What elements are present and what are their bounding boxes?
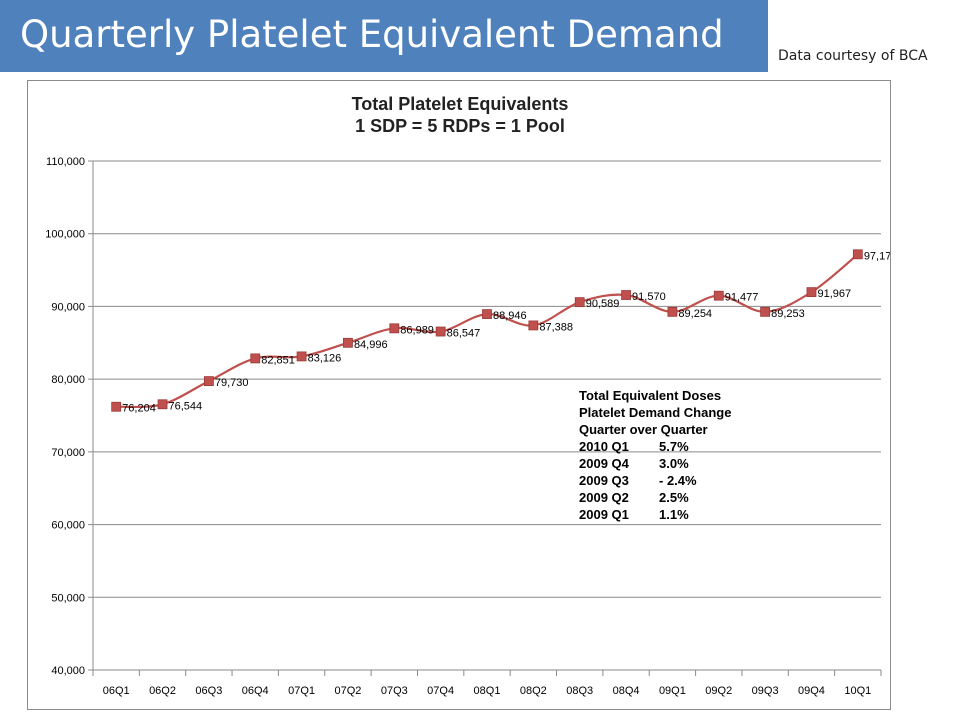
x-tick-label: 09Q3 [752, 685, 779, 697]
x-tick-label: 07Q1 [288, 685, 315, 697]
data-label: 97,170 [864, 250, 890, 262]
data-label: 88,946 [493, 310, 527, 322]
data-point [667, 306, 678, 317]
data-point [435, 326, 446, 337]
chart-frame: Total Platelet Equivalents 1 SDP = 5 RDP… [27, 80, 891, 710]
data-label: 79,730 [215, 377, 249, 389]
x-tick-label: 08Q3 [566, 685, 593, 697]
data-point [343, 337, 353, 348]
note-row: 2009 Q1 1.1% [579, 506, 731, 523]
y-tick-label: 60,000 [51, 520, 85, 532]
title-bar: Quarterly Platelet Equivalent Demand [0, 0, 768, 72]
note-change: 5.7% [659, 439, 689, 454]
line-chart: 40,000 50,000 60,000 70,000 80,000 90,000 100,… [45, 156, 890, 697]
data-label: 82,851 [261, 354, 295, 366]
note-change: 3.0% [659, 456, 689, 471]
note-change: - 2.4% [659, 473, 697, 488]
note-heading-3: Quarter over Quarter [579, 422, 708, 437]
data-label: 89,254 [678, 308, 712, 320]
x-tick-label: 06Q2 [149, 685, 176, 697]
data-point [250, 353, 261, 364]
y-tick-label: 50,000 [51, 592, 85, 604]
y-tick-label: 70,000 [51, 447, 85, 459]
data-label: 89,253 [771, 308, 805, 320]
data-label: 90,589 [586, 298, 620, 310]
data-point [482, 309, 492, 319]
y-tick-label: 90,000 [51, 301, 85, 313]
note-heading-1: Total Equivalent Doses [579, 388, 722, 403]
note-change: 1.1% [659, 507, 689, 522]
data-point [574, 297, 585, 308]
data-label: 86,989 [400, 324, 434, 336]
x-tick-label: 09Q2 [705, 685, 732, 697]
data-label: 91,477 [725, 292, 759, 304]
data-point [111, 401, 122, 412]
y-tick-label: 110,000 [46, 156, 85, 168]
x-tick-label: 10Q1 [844, 685, 871, 697]
chart-title-line-1: Total Platelet Equivalents [351, 94, 569, 114]
data-label: 76,204 [122, 403, 156, 415]
chart-title-line-2: 1 SDP = 5 RDPs = 1 Pool [355, 116, 565, 136]
slide-title: Quarterly Platelet Equivalent Demand [20, 13, 724, 56]
x-tick-label: 09Q1 [659, 685, 686, 697]
y-tick-label: 40,000 [51, 665, 85, 677]
x-tick-label: 07Q3 [381, 685, 408, 697]
note-row: 2009 Q4 3.0% [579, 455, 731, 472]
y-tick-label: 80,000 [51, 374, 85, 386]
note-heading-2: Platelet Demand Change [579, 405, 732, 420]
note-quarter: 2009 Q3 [579, 473, 629, 488]
data-point [713, 290, 724, 301]
data-label: 86,547 [447, 328, 481, 340]
demand-change-note: Total Equivalent Doses Platelet Demand C… [579, 387, 731, 523]
data-point [760, 306, 771, 317]
note-quarter: 2009 Q2 [579, 490, 629, 505]
y-tick-label: 100,000 [45, 229, 85, 241]
x-tick-label: 06Q4 [242, 685, 269, 697]
x-tick-label: 06Q3 [195, 685, 222, 697]
data-point [203, 376, 214, 387]
x-tick-label: 08Q1 [474, 685, 501, 697]
data-point [621, 290, 631, 300]
note-quarter: 2010 Q1 [579, 439, 629, 454]
x-tick-label: 09Q4 [798, 685, 825, 697]
note-change: 2.5% [659, 490, 689, 505]
x-tick-label: 07Q4 [427, 685, 454, 697]
data-label: 91,570 [632, 291, 666, 303]
note-row: 2009 Q3 - 2.4% [579, 472, 731, 489]
data-label: 91,967 [817, 288, 851, 300]
data-label: 76,544 [169, 400, 203, 412]
note-quarter: 2009 Q4 [579, 456, 629, 471]
data-point [157, 399, 168, 410]
data-label: 83,126 [308, 352, 342, 364]
data-credit: Data courtesy of BCA [778, 48, 928, 64]
x-tick-label: 06Q1 [103, 685, 130, 697]
x-tick-label: 07Q2 [334, 685, 361, 697]
data-label: 84,996 [354, 339, 388, 351]
note-quarter: 2009 Q1 [579, 507, 629, 522]
x-tick-label: 08Q4 [613, 685, 640, 697]
data-point [528, 320, 539, 331]
data-point [852, 249, 863, 260]
data-label: 87,388 [539, 321, 573, 333]
data-point [389, 323, 400, 334]
data-point [806, 287, 817, 298]
chart-title: Total Platelet Equivalents 1 SDP = 5 RDP… [28, 93, 892, 137]
x-tick-label: 08Q2 [520, 685, 547, 697]
note-row: 2010 Q1 5.7% [579, 438, 731, 455]
note-row: 2009 Q2 2.5% [579, 489, 731, 506]
data-point [296, 351, 307, 362]
